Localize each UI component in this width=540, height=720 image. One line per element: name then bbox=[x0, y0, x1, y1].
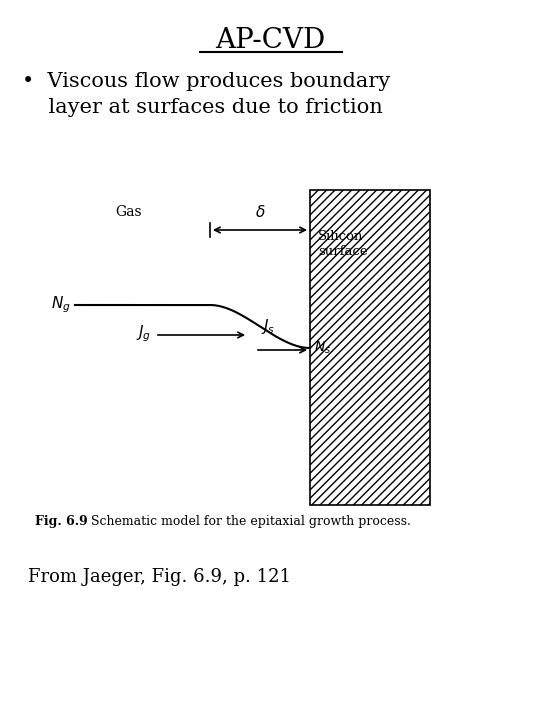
Text: AP-CVD: AP-CVD bbox=[215, 27, 325, 54]
Text: $\delta$: $\delta$ bbox=[255, 204, 265, 220]
Text: $J_g$: $J_g$ bbox=[136, 324, 151, 344]
Bar bbox=[310, 190, 430, 505]
Text: layer at surfaces due to friction: layer at surfaces due to friction bbox=[22, 98, 383, 117]
Text: Schematic model for the epitaxial growth process.: Schematic model for the epitaxial growth… bbox=[79, 515, 411, 528]
Text: From Jaeger, Fig. 6.9, p. 121: From Jaeger, Fig. 6.9, p. 121 bbox=[28, 568, 291, 586]
Text: $J_s$: $J_s$ bbox=[261, 317, 275, 336]
Text: Gas: Gas bbox=[115, 205, 141, 219]
Text: Silicon
surface: Silicon surface bbox=[318, 230, 368, 258]
Text: $N_g$: $N_g$ bbox=[51, 294, 71, 315]
Text: $N_s$: $N_s$ bbox=[314, 340, 331, 356]
Text: •  Viscous flow produces boundary: • Viscous flow produces boundary bbox=[22, 72, 390, 91]
Text: Fig. 6.9: Fig. 6.9 bbox=[35, 515, 87, 528]
